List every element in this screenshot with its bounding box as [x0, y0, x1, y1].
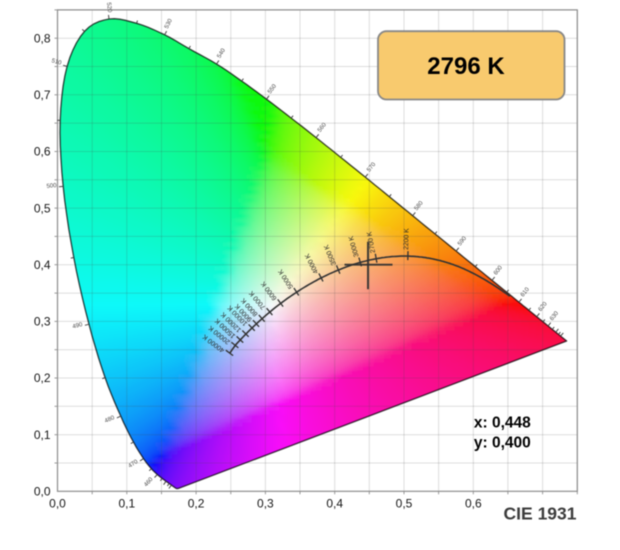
svg-text:570: 570: [366, 161, 377, 173]
svg-text:580: 580: [414, 200, 425, 212]
svg-text:0,0: 0,0: [49, 497, 66, 511]
svg-text:0,7: 0,7: [34, 88, 51, 102]
svg-text:0,4: 0,4: [34, 258, 51, 272]
svg-text:0,3: 0,3: [257, 497, 274, 511]
svg-text:540: 540: [217, 47, 228, 59]
svg-text:630: 630: [549, 310, 560, 322]
svg-text:0,6: 0,6: [465, 497, 482, 511]
svg-text:2796 K: 2796 K: [427, 53, 505, 80]
svg-text:600: 600: [493, 264, 504, 276]
svg-text:560: 560: [317, 122, 328, 134]
svg-text:0,1: 0,1: [118, 497, 135, 511]
svg-text:CIE 1931: CIE 1931: [504, 504, 577, 524]
svg-text:0,2: 0,2: [188, 497, 205, 511]
svg-text:590: 590: [457, 235, 468, 247]
svg-text:0,4: 0,4: [326, 497, 343, 511]
svg-text:610: 610: [520, 286, 531, 298]
svg-text:0,0: 0,0: [34, 485, 51, 499]
svg-text:0,1: 0,1: [34, 428, 51, 442]
svg-text:510: 510: [51, 58, 63, 67]
svg-text:500: 500: [46, 183, 57, 190]
svg-text:x: 0,448: x: 0,448: [474, 415, 531, 432]
svg-text:470: 470: [128, 459, 140, 470]
svg-text:0,5: 0,5: [34, 201, 51, 215]
svg-text:550: 550: [267, 83, 278, 95]
svg-text:y: 0,400: y: 0,400: [474, 434, 531, 451]
svg-text:530: 530: [164, 18, 174, 30]
svg-text:620: 620: [538, 301, 549, 313]
svg-text:0,6: 0,6: [34, 145, 51, 159]
svg-text:0,5: 0,5: [396, 497, 413, 511]
svg-text:480: 480: [104, 415, 116, 425]
svg-text:490: 490: [72, 322, 84, 331]
svg-text:520: 520: [105, 2, 112, 13]
svg-text:2700 K: 2700 K: [366, 231, 377, 254]
svg-text:0,2: 0,2: [34, 371, 51, 385]
svg-text:460: 460: [143, 476, 155, 488]
svg-text:2200 K: 2200 K: [403, 228, 410, 250]
svg-text:0,8: 0,8: [34, 31, 51, 45]
svg-text:0,3: 0,3: [34, 315, 51, 329]
